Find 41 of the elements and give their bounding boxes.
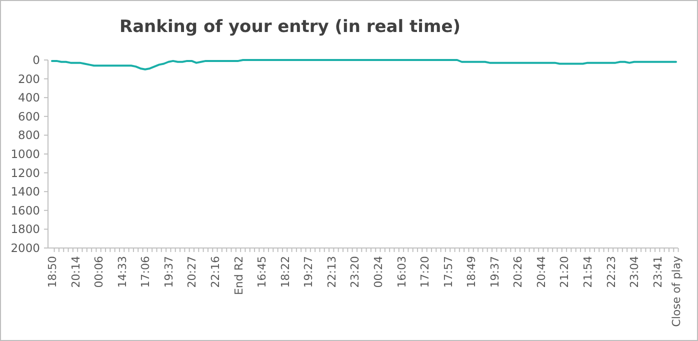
x-tick-label: 23:41 <box>651 256 664 288</box>
x-tick-label: 17:20 <box>418 256 432 288</box>
x-tick-label: 16:03 <box>395 256 408 288</box>
x-tick-label: 19:27 <box>302 256 316 288</box>
x-tick-label: 21:20 <box>558 256 572 288</box>
y-tick-label: 1600 <box>10 203 40 218</box>
y-tick-label: 1000 <box>10 147 40 162</box>
x-tick-label: 23:04 <box>628 256 642 288</box>
x-tick-label: Close of play <box>670 256 683 327</box>
y-tick-label: 400 <box>18 90 40 105</box>
line-series <box>51 59 677 70</box>
x-tick-label: 20:27 <box>186 256 199 288</box>
x-tick-label: 22:13 <box>325 256 338 288</box>
y-tick-label: 800 <box>18 128 40 142</box>
x-tick-label: 18:50 <box>46 256 59 288</box>
y-tick-label: 1200 <box>10 166 40 180</box>
x-tick-label: 18:49 <box>465 256 478 288</box>
x-tick-label: End R2 <box>232 256 246 296</box>
x-tick-label: 19:37 <box>162 256 176 288</box>
x-tick-label: 22:23 <box>604 256 618 288</box>
x-tick-label: 21:54 <box>582 256 595 288</box>
x-tick-label: 00:24 <box>372 256 385 288</box>
y-tick-label: 200 <box>18 72 40 86</box>
x-tick-label: 20:44 <box>534 256 548 288</box>
y-tick-label: 0 <box>32 53 40 68</box>
x-tick-label: 18:22 <box>278 256 292 288</box>
x-tick-label: 20:26 <box>512 256 525 288</box>
x-tick-label: 17:06 <box>139 256 152 288</box>
x-tick-label: 22:16 <box>208 256 222 288</box>
x-tick-label: 23:20 <box>348 256 362 288</box>
x-tick-label: 16:45 <box>256 256 269 288</box>
x-tick-label: 19:37 <box>488 256 502 288</box>
x-tick-label: 14:33 <box>116 256 129 288</box>
y-tick-label: 600 <box>18 109 40 124</box>
x-tick-label: 20:14 <box>69 256 82 288</box>
y-tick-label: 2000 <box>10 241 40 256</box>
x-tick-label: 17:57 <box>442 256 455 288</box>
y-tick-label: 1400 <box>10 184 40 199</box>
chart-title: Ranking of your entry (in real time) <box>119 17 461 37</box>
y-tick-label: 1800 <box>10 222 40 236</box>
x-tick-label: 00:06 <box>92 256 106 288</box>
